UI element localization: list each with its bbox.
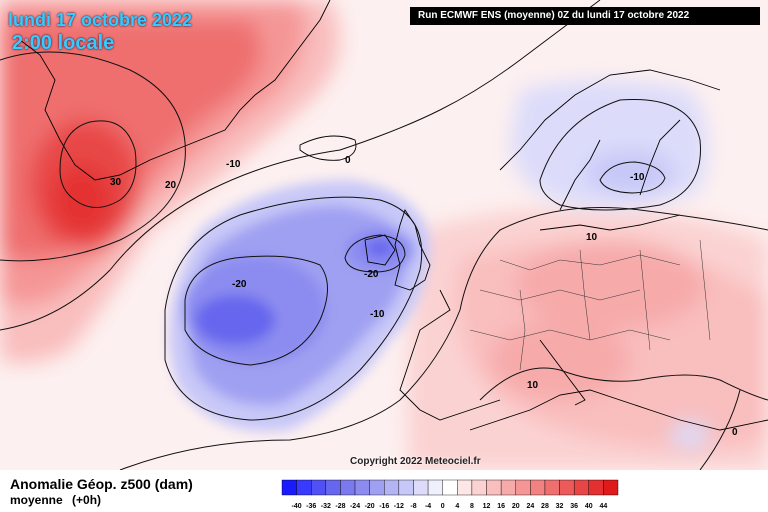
color-swatch xyxy=(603,479,619,496)
color-scale-tick-label: -24 xyxy=(350,503,360,510)
contour-atlantic-low xyxy=(184,255,328,366)
sweden-coast xyxy=(559,139,601,211)
contour-greenland-inner xyxy=(59,120,137,208)
contour-label-mediterranean-10: 10 xyxy=(527,380,539,391)
contour-label-greenland-30: 30 xyxy=(110,177,122,188)
forecast-local-time: 2:00 locale xyxy=(12,32,115,54)
color-swatch xyxy=(486,479,502,496)
copyright-text: Copyright 2022 Meteociel.fr xyxy=(350,456,481,467)
color-swatch xyxy=(325,479,341,496)
color-swatch xyxy=(530,479,546,496)
field-title: Anomalie Géop. z500 (dam) xyxy=(10,476,193,492)
contour-label-north-atlantic-m10: -10 xyxy=(226,159,241,170)
color-scale-tick-label: 16 xyxy=(497,503,505,510)
norway-coast xyxy=(499,69,721,171)
color-scale-tick-label: 24 xyxy=(526,503,534,510)
mediterranean-coast xyxy=(469,389,768,431)
ireland-coast xyxy=(364,234,396,266)
color-swatch xyxy=(384,479,400,496)
contour-greenland-outer xyxy=(0,51,186,262)
color-scale-tick-label: 8 xyxy=(470,503,474,510)
contour-label-atlantic-m20: -20 xyxy=(232,279,247,290)
contour-zero-north xyxy=(0,0,601,331)
color-swatch xyxy=(573,479,589,496)
contour-long-south xyxy=(119,207,768,470)
color-scale-tick-label: 12 xyxy=(483,503,491,510)
contour-label-greenland-20: 20 xyxy=(165,180,177,191)
negative-anomaly-scandinavia xyxy=(510,80,710,449)
contour-scandinavia-low xyxy=(599,161,666,194)
contour-label-ireland-m20: -20 xyxy=(364,269,379,280)
color-swatch xyxy=(340,479,356,496)
color-scale-tick-label: 20 xyxy=(512,503,520,510)
country-borders xyxy=(469,239,711,371)
color-swatch xyxy=(588,479,604,496)
color-swatch xyxy=(281,479,297,496)
color-swatch xyxy=(515,479,531,496)
color-scale-tick-label: -20 xyxy=(365,503,375,510)
color-scale-tick-label: -40 xyxy=(292,503,302,510)
color-swatch xyxy=(500,479,516,496)
color-scale-tick-label: -8 xyxy=(410,503,416,510)
color-scale-tick-label: -12 xyxy=(394,503,404,510)
color-swatch xyxy=(398,479,414,496)
iceland-coast xyxy=(299,135,357,161)
coastlines xyxy=(19,0,768,431)
contour-med-10 xyxy=(479,367,768,401)
color-swatch xyxy=(354,479,370,496)
color-scale: -40 -36 -32 -28 -24 -20 -16 -12 -8 -4 0 4 8 12 16 20 24 2… xyxy=(281,479,619,510)
field-subtitle-mean: moyenne xyxy=(10,493,63,507)
color-scale-tick-label: -16 xyxy=(379,503,389,510)
europe-west-coast xyxy=(399,289,501,421)
color-swatch xyxy=(559,479,575,496)
baltic-coast xyxy=(539,214,681,231)
contour-ireland-low xyxy=(344,234,406,273)
contour-label-scandinavia-m10: -10 xyxy=(630,172,645,183)
field-subtitle: moyenne (+0h) xyxy=(10,493,101,507)
contour-scandinavia-outer xyxy=(539,99,701,211)
color-scale-tick-label: 32 xyxy=(556,503,564,510)
contour-label-africa-0: 0 xyxy=(732,427,738,438)
greenland-coast xyxy=(19,0,331,181)
forecast-date: lundi 17 octobre 2022 xyxy=(8,10,193,30)
finland-coast xyxy=(639,119,681,196)
color-swatch xyxy=(442,479,458,496)
contour-label-layer: 30 20 -10 0 -20 -20 -10 -10 10 10 0 xyxy=(110,155,738,438)
color-swatch xyxy=(544,479,560,496)
color-scale-tick-label: 0 xyxy=(441,503,445,510)
color-swatch xyxy=(296,479,312,496)
negative-anomaly-atlantic xyxy=(168,180,430,432)
color-scale-tick-label: -4 xyxy=(425,503,431,510)
uk-coast xyxy=(394,208,431,291)
positive-anomaly-europe xyxy=(406,207,768,470)
contour-label-iceland-0: 0 xyxy=(345,155,351,166)
color-swatch xyxy=(471,479,487,496)
color-swatch xyxy=(311,479,327,496)
color-scale-tick-label: -36 xyxy=(306,503,316,510)
color-scale-swatches xyxy=(281,479,619,496)
contour-africa-0 xyxy=(699,389,741,470)
color-scale-tick-label: 40 xyxy=(585,503,593,510)
color-scale-tick-label: -28 xyxy=(335,503,345,510)
color-scale-ticks: -40 -36 -32 -28 -24 -20 -16 -12 -8 -4 0 4 8 12 16 20 24 2… xyxy=(292,503,608,510)
color-scale-tick-label: 4 xyxy=(455,503,459,510)
color-scale-tick-label: -32 xyxy=(321,503,331,510)
geopotential-contours xyxy=(0,0,768,470)
contour-atlantic-outer xyxy=(164,196,423,421)
field-subtitle-lead: (+0h) xyxy=(72,493,102,507)
italy-coast xyxy=(539,339,586,406)
color-swatch xyxy=(457,479,473,496)
contour-label-biscay-m10: -10 xyxy=(370,309,385,320)
color-scale-tick-label: 36 xyxy=(570,503,578,510)
color-swatch xyxy=(413,479,429,496)
color-scale-tick-label: 44 xyxy=(599,503,607,510)
color-swatch xyxy=(369,479,385,496)
model-run-label: Run ECMWF ENS (moyenne) 0Z du lundi 17 o… xyxy=(410,7,760,25)
positive-anomaly-greenland xyxy=(0,0,340,364)
contour-label-baltic-10: 10 xyxy=(586,232,598,243)
color-swatch xyxy=(427,479,443,496)
color-scale-tick-label: 28 xyxy=(541,503,549,510)
anomaly-map: 30 20 -10 0 -20 -20 -10 -10 10 10 0 xyxy=(0,0,768,470)
